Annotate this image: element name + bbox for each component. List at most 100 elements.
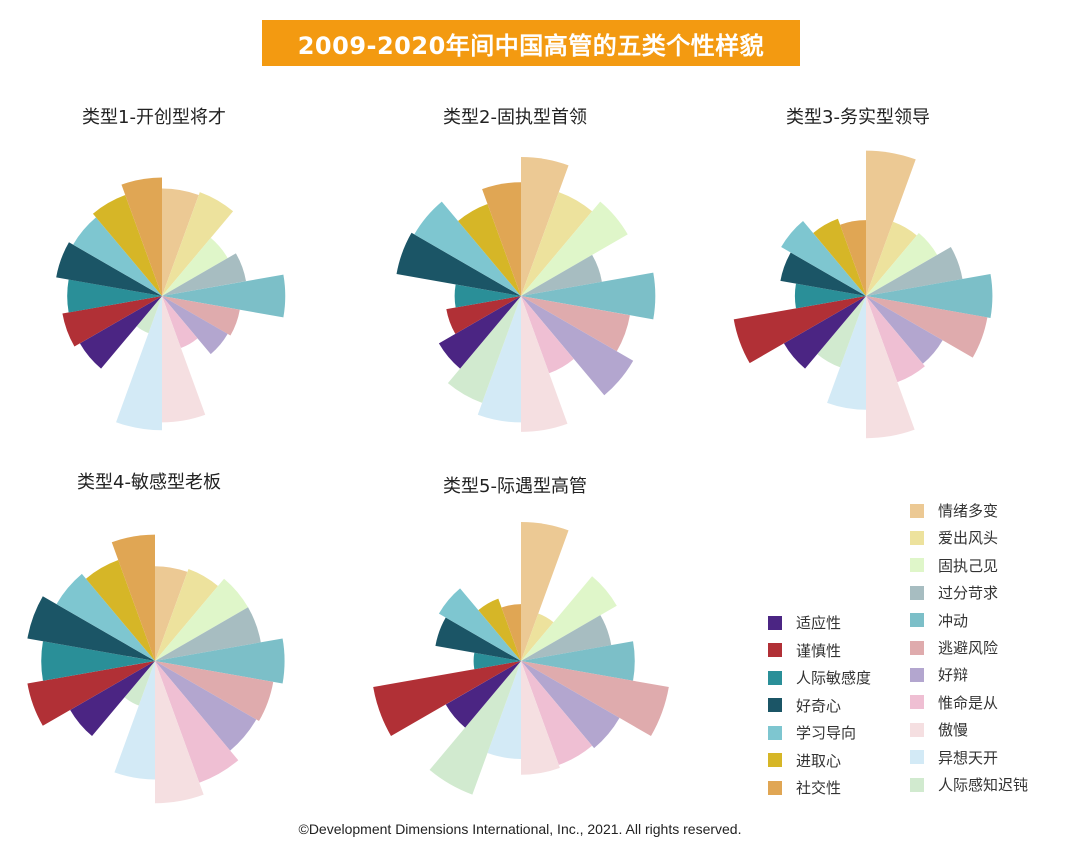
rose-slice — [521, 613, 554, 661]
rose-slice — [794, 283, 866, 309]
chart-title-1: 类型1-开创型将才 — [82, 107, 226, 128]
legend-item: 冲动 — [910, 610, 968, 631]
rose-slice — [155, 661, 274, 722]
rose-slice — [162, 237, 228, 296]
rose-slice — [447, 296, 521, 403]
legend-item: 好辩 — [910, 664, 968, 685]
rose-slice — [162, 296, 198, 348]
legend-label: 人际感知迟钝 — [938, 776, 1029, 794]
rose-slice — [866, 150, 916, 296]
rose-slice — [866, 296, 925, 383]
legend-label: 惟命是从 — [938, 693, 999, 712]
rose-slice — [155, 638, 285, 684]
rose-slice — [162, 296, 228, 355]
rose-slice — [521, 272, 656, 320]
rose-slice — [866, 296, 988, 358]
legend-label: 过分苛求 — [938, 584, 999, 603]
chart-title-2: 类型2-固执型首领 — [443, 107, 587, 128]
rose-slice — [477, 296, 521, 423]
legend-swatch — [910, 558, 924, 573]
rose-slice — [521, 615, 612, 661]
legend-item: 好奇心 — [768, 695, 841, 716]
rose-slice — [41, 641, 155, 681]
legend-item: 固执己见 — [910, 555, 998, 576]
rose-slice — [114, 661, 155, 780]
rose-chart-2 — [396, 156, 656, 432]
legend-swatch — [910, 722, 924, 737]
rose-slice — [79, 296, 162, 369]
legend-label: 进取心 — [796, 751, 842, 770]
rose-slice — [435, 617, 521, 661]
page-title-banner: 2009-2020年间中国高管的五类个性样貌 — [262, 20, 800, 66]
rose-slice — [373, 661, 521, 737]
rose-slice — [124, 661, 155, 706]
rose-slice — [438, 588, 521, 661]
rose-slice — [813, 218, 866, 296]
rose-slice — [136, 296, 162, 334]
rose-slice — [116, 296, 162, 431]
rose-slice — [521, 661, 620, 749]
chart-title-5: 类型5-际遇型高管 — [443, 476, 587, 497]
rose-slice — [155, 578, 249, 661]
chart-title-4: 类型4-敏感型老板 — [77, 472, 221, 493]
rose-slice — [155, 607, 261, 661]
rose-slice — [446, 296, 521, 334]
rose-slice — [162, 192, 234, 296]
rose-slice — [27, 661, 155, 726]
legend-item: 人际敏感度 — [768, 667, 871, 688]
legend-label: 人际敏感度 — [796, 669, 872, 687]
legend-item: 傲慢 — [910, 719, 968, 740]
rose-slice — [155, 661, 204, 804]
rose-slice — [70, 661, 155, 737]
rose-slice — [155, 661, 257, 751]
rose-slice — [521, 521, 569, 661]
rose-slice — [73, 217, 162, 296]
rose-slice — [92, 195, 162, 296]
rose-slice — [162, 296, 240, 336]
legend-label: 学习导向 — [796, 724, 857, 742]
legend-label: 适应性 — [796, 614, 842, 632]
legend-item: 情绪多变 — [910, 500, 998, 521]
rose-slice — [162, 188, 199, 296]
rose-slice — [111, 534, 155, 661]
legend-item: 学习导向 — [768, 722, 856, 743]
legend-label: 异想天开 — [938, 748, 999, 767]
rose-slice — [396, 232, 521, 296]
rose-slice — [521, 576, 617, 661]
legend-label: 好辩 — [938, 666, 969, 685]
legend-item: 异想天开 — [910, 747, 998, 768]
legend-swatch — [768, 725, 782, 740]
legend-label: 社交性 — [796, 779, 842, 797]
legend-item: 社交性 — [768, 777, 841, 798]
legend-swatch — [910, 695, 924, 710]
rose-slice — [521, 201, 628, 296]
chart-title-3: 类型3-务实型领导 — [786, 107, 930, 128]
rose-slice — [521, 254, 602, 296]
rose-slice — [85, 560, 155, 661]
legend-swatch — [910, 667, 924, 682]
rose-slice — [62, 296, 162, 347]
page-title: 2009-2020年间中国高管的五类个性样貌 — [297, 31, 765, 60]
rose-chart-4 — [27, 534, 285, 804]
legend-swatch — [768, 643, 782, 657]
legend-item: 惟命是从 — [910, 692, 998, 713]
rose-slice — [27, 596, 155, 661]
legend-swatch — [768, 698, 782, 712]
rose-slice — [840, 220, 866, 296]
legend-swatch — [768, 615, 782, 630]
rose-slice — [521, 641, 635, 681]
rose-slice — [866, 274, 993, 318]
legend-swatch — [910, 613, 924, 628]
rose-slice — [67, 279, 162, 313]
rose-slice — [866, 296, 915, 439]
rose-slice — [473, 652, 521, 670]
rose-slice — [780, 252, 866, 296]
legend-label: 傲慢 — [938, 721, 969, 740]
rose-chart-5 — [373, 521, 669, 795]
legend-item: 人际感知迟钝 — [910, 774, 1028, 795]
rose-slice — [521, 156, 569, 296]
legend-swatch — [910, 585, 924, 600]
legend-swatch — [910, 503, 924, 518]
rose-slice — [521, 192, 593, 296]
